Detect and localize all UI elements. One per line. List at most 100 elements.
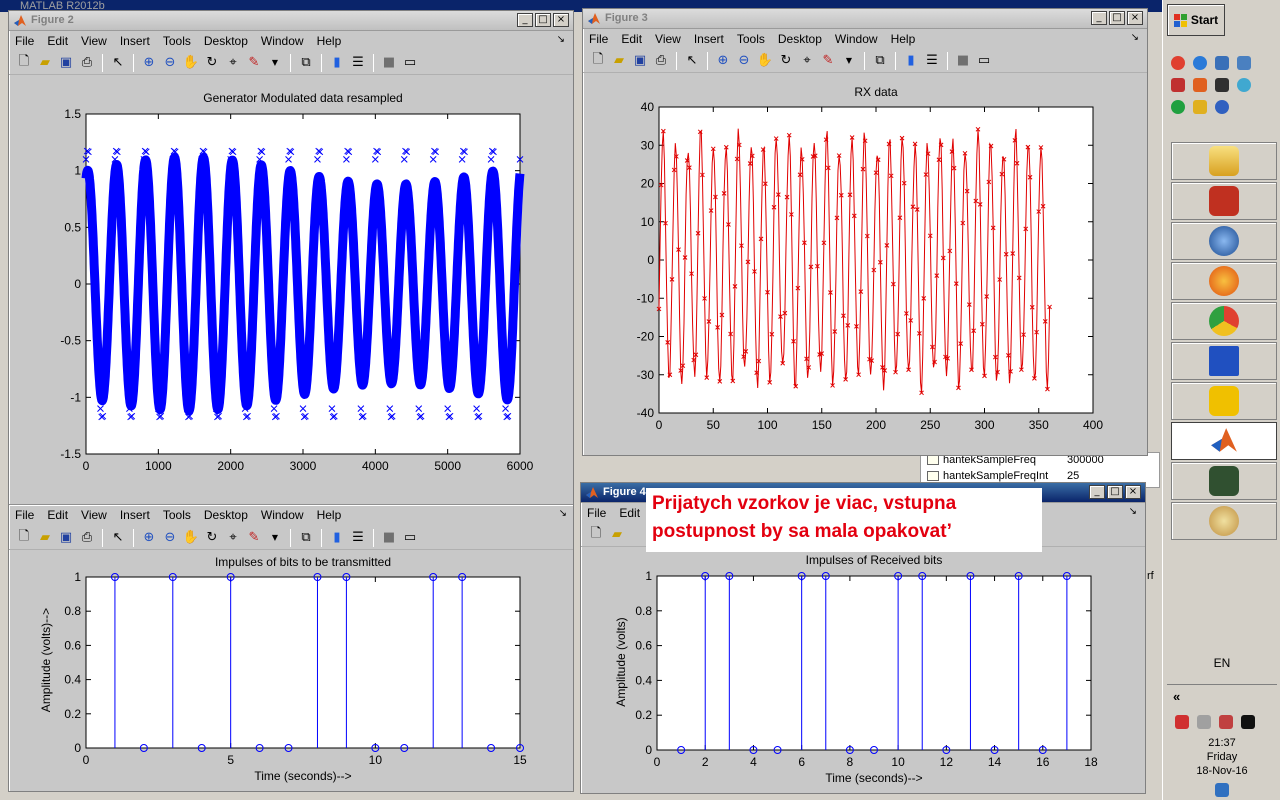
show-tools-icon[interactable]: ▭ [403,530,417,545]
new-file-icon[interactable]: 🗋 [590,525,602,541]
dock-arrow-icon[interactable]: ↘ [558,508,567,519]
pan-hand-icon[interactable]: ✋ [182,55,200,70]
open-folder-icon[interactable]: ▰ [40,55,50,70]
taskbar-matlab[interactable] [1171,422,1277,460]
new-file-icon[interactable]: 🗋 [592,51,604,67]
colorbar-icon[interactable]: ▮ [333,55,341,70]
start-button[interactable]: Start [1167,4,1225,36]
zoom-out-icon[interactable]: ⊖ [164,55,176,70]
rotate-3d-icon[interactable]: ↻ [206,55,218,70]
taskbar-firefox[interactable] [1171,262,1277,300]
taskbar-app[interactable] [1171,182,1277,220]
colorbar-icon[interactable]: ▮ [333,530,341,545]
menu-help[interactable]: Help [890,32,916,46]
tray-icon[interactable] [1175,715,1189,729]
menu-insert[interactable]: Insert [119,508,150,522]
tray-icon[interactable] [1241,715,1255,729]
show-tools-icon[interactable]: ▭ [977,53,991,68]
menu-edit[interactable]: Edit [619,506,641,520]
save-icon[interactable]: ▣ [633,53,647,68]
menu-file[interactable]: File [15,34,35,48]
language-indicator[interactable]: EN [1213,656,1231,670]
legend-icon[interactable]: ☰ [352,530,364,545]
brush-dropdown-icon[interactable]: ▼ [271,533,279,542]
minimize-button[interactable]: _ [1091,11,1107,25]
brush-dropdown-icon[interactable]: ▼ [845,56,853,65]
new-file-icon[interactable]: 🗋 [18,528,30,544]
zoom-out-icon[interactable]: ⊖ [164,530,176,545]
select-arrow-icon[interactable]: ↖ [112,55,124,70]
print-icon[interactable]: ⎙ [81,530,93,545]
data-cursor-icon[interactable]: ⌖ [229,530,237,545]
menu-window[interactable]: Window [260,34,304,48]
link-plot-icon[interactable]: ⧉ [301,55,311,70]
menu-view[interactable]: View [81,508,107,522]
taskbar-save-app[interactable] [1171,342,1277,380]
legend-icon[interactable]: ☰ [352,55,364,70]
app-quicklaunch-icon[interactable] [1171,78,1185,92]
menu-help[interactable]: Help [316,34,342,48]
menu-desktop[interactable]: Desktop [203,508,248,522]
menu-tools[interactable]: Tools [736,32,765,46]
legend-icon[interactable]: ☰ [926,53,938,68]
taskbar-chrome[interactable] [1171,302,1277,340]
computer-quicklaunch-icon[interactable] [1215,56,1229,70]
select-arrow-icon[interactable]: ↖ [112,530,124,545]
tx-stem-plot-axes[interactable]: 0 5 10 15 0 0.2 0.4 0.6 0.8 1 [64,570,527,767]
menu-file[interactable]: File [15,508,35,522]
minimize-button[interactable]: _ [517,13,533,27]
link-plot-icon[interactable]: ⧉ [301,530,311,545]
app-quicklaunch-icon[interactable] [1215,78,1229,92]
dock-arrow-icon[interactable]: ↘ [556,34,565,45]
volume-icon[interactable] [1219,715,1233,729]
app-quicklaunch-icon[interactable] [1171,100,1185,114]
dock-arrow-icon[interactable]: ↘ [1128,506,1137,517]
hide-tools-icon[interactable]: ■ [956,53,970,68]
app-quicklaunch-icon[interactable] [1215,100,1229,114]
figure-2-titlebar[interactable]: Figure 2 _ □ × [9,11,573,31]
menu-tools[interactable]: Tools [162,508,191,522]
menu-window[interactable]: Window [260,508,304,522]
menu-file[interactable]: File [589,32,609,46]
pan-hand-icon[interactable]: ✋ [756,53,774,68]
workspace-row[interactable]: hantekSampleFreqInt 25 [927,470,1079,482]
maximize-button[interactable]: □ [1107,485,1123,499]
link-plot-icon[interactable]: ⧉ [875,53,885,68]
rotate-3d-icon[interactable]: ↻ [206,530,218,545]
brush-icon[interactable]: ✎ [248,55,260,70]
menu-desktop[interactable]: Desktop [203,34,248,48]
menu-tools[interactable]: Tools [162,34,191,48]
network-quicklaunch-icon[interactable] [1237,56,1251,70]
generator-plot-axes[interactable]: 0 1000 2000 3000 4000 5000 6000 -1.5 -1 -0.5 0 0.5 1… [60,107,533,473]
tray-expand-icon[interactable]: « [1173,689,1181,704]
zoom-in-icon[interactable]: ⊕ [717,53,729,68]
rx-bits-stem-plot-axes[interactable]: 0 2 4 6 8 10 12 14 16 18 0 0.2 0.4 0.6 0.8 1 [635,569,1098,769]
open-folder-icon[interactable]: ▰ [612,527,622,542]
tray-icon[interactable] [1197,715,1211,729]
zoom-in-icon[interactable]: ⊕ [143,530,155,545]
maximize-button[interactable]: □ [1109,11,1125,25]
app-quicklaunch-icon[interactable] [1193,100,1207,114]
close-button[interactable]: × [553,13,569,27]
print-icon[interactable]: ⎙ [81,55,93,70]
ie-quicklaunch-icon[interactable] [1193,56,1207,70]
select-arrow-icon[interactable]: ↖ [686,53,698,68]
taskbar-monitor[interactable] [1171,462,1277,500]
menu-insert[interactable]: Insert [119,34,150,48]
menu-view[interactable]: View [81,34,107,48]
clock-time[interactable]: 21:37 [1208,737,1236,749]
show-desktop-icon[interactable] [1215,783,1229,797]
menu-window[interactable]: Window [834,32,878,46]
open-folder-icon[interactable]: ▰ [40,530,50,545]
maximize-button[interactable]: □ [535,13,551,27]
data-cursor-icon[interactable]: ⌖ [803,53,811,68]
brush-dropdown-icon[interactable]: ▼ [271,58,279,67]
taskbar-paint[interactable] [1171,502,1277,540]
hide-tools-icon[interactable]: ■ [382,55,396,70]
taskbar-pdf[interactable] [1171,382,1277,420]
app-quicklaunch-icon[interactable] [1193,78,1207,92]
rotate-3d-icon[interactable]: ↻ [780,53,792,68]
hide-tools-icon[interactable]: ■ [382,530,396,545]
menu-edit[interactable]: Edit [47,34,69,48]
show-tools-icon[interactable]: ▭ [403,55,417,70]
